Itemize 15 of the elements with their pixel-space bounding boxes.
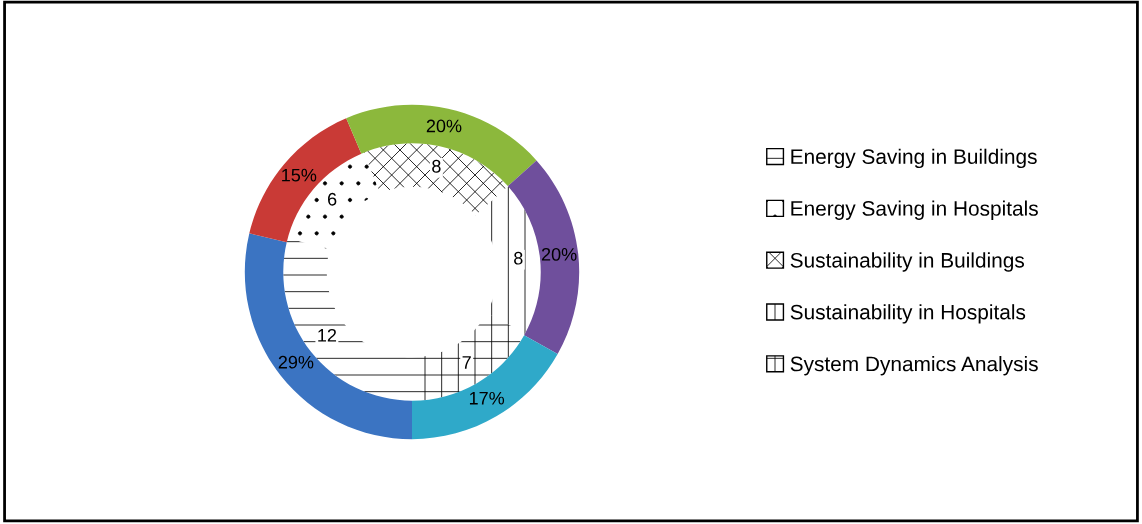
data-label: 29%: [278, 355, 314, 369]
data-label: 15%: [282, 168, 317, 182]
legend-label: Sustainability in Hospitals: [790, 304, 1026, 324]
legend-label: Energy Saving in Buildings: [791, 148, 1037, 169]
data-label: 8: [432, 159, 441, 173]
data-label: 17%: [469, 391, 505, 405]
data-label: 8: [514, 251, 523, 265]
data-label: 20%: [541, 247, 577, 261]
legend-label: System Dynamics Analysis: [790, 355, 1038, 376]
data-label: 7: [462, 356, 471, 369]
legend-label: Sustainability in Buildings: [790, 252, 1025, 272]
data-label: 12: [318, 328, 337, 342]
legend-label: Energy Saving in Hospitals: [791, 200, 1038, 220]
data-label: 20%: [426, 119, 462, 133]
data-label: 6: [328, 192, 337, 206]
